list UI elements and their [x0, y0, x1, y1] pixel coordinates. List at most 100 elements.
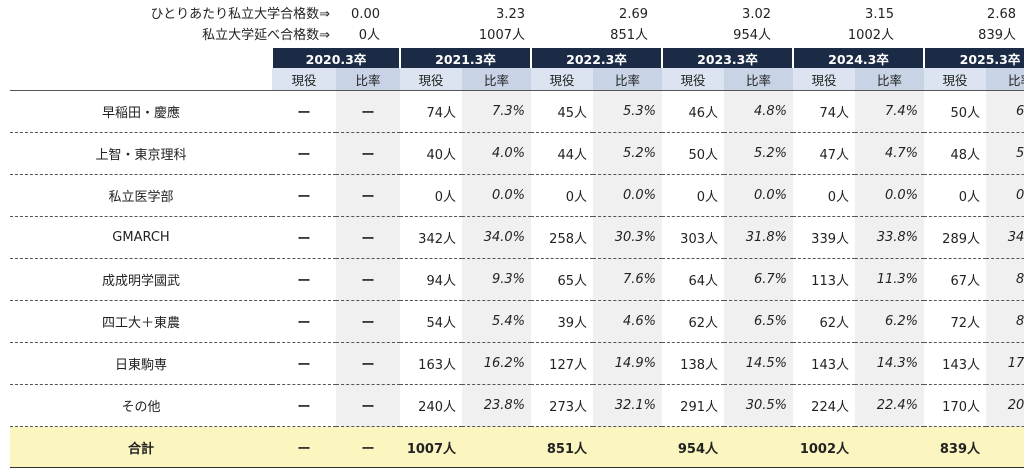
sub-header-current: 現役	[400, 68, 462, 91]
rate-value: 2.68	[987, 7, 1016, 22]
count-value: 1002人	[847, 28, 894, 43]
total-current-cell: 1007人	[400, 426, 462, 468]
rate-label: ひとりあたり私立大学合格数⇒	[150, 7, 330, 22]
row-label: GMARCH	[10, 216, 272, 259]
current-cell: 303人	[662, 216, 724, 259]
row-label: 日東駒専	[10, 342, 272, 385]
rate-value: 3.02	[742, 7, 771, 22]
rate-value: 3.15	[865, 7, 894, 22]
count-value: 839人	[978, 28, 1016, 43]
rate-cell: ー	[336, 90, 400, 133]
rate-cell: ー	[336, 174, 400, 217]
rate-cell: 7.4%	[855, 90, 924, 133]
current-cell: 48人	[924, 132, 986, 175]
current-cell: ー	[272, 90, 336, 133]
table-row: 日東駒専ーー 163人 16.2% 127人 14.9% 138人 14.5% 143人 14.…	[10, 342, 1024, 385]
rate-cell: 5.2%	[724, 132, 793, 175]
row-label: 四工大＋東農	[10, 300, 272, 343]
count-value: 1007人	[478, 28, 525, 43]
current-cell: 113人	[793, 258, 855, 301]
rate-cell: 11.3%	[855, 258, 924, 301]
year-header: 2022.3卒	[530, 48, 662, 68]
current-cell: 291人	[662, 384, 724, 427]
sub-header-rate: 比率	[462, 68, 531, 91]
total-rate-cell	[986, 426, 1024, 468]
rate-cell: ー	[336, 132, 400, 175]
current-cell: ー	[272, 216, 336, 259]
rate-cell: 8.6%	[986, 300, 1024, 343]
current-cell: 0人	[924, 174, 986, 217]
count-value: 851人	[610, 28, 648, 43]
current-cell: 50人	[924, 90, 986, 133]
row-label: 私立医学部	[10, 174, 272, 217]
rate-cell: 0.0%	[724, 174, 793, 217]
current-cell: 45人	[531, 90, 593, 133]
current-cell: 143人	[793, 342, 855, 385]
current-cell: 50人	[662, 132, 724, 175]
count-value: 0人	[358, 28, 380, 43]
rate-cell: 23.8%	[462, 384, 531, 427]
rate-cell: 5.4%	[462, 300, 531, 343]
total-rate-cell: ー	[336, 426, 400, 468]
rate-cell: 7.3%	[462, 90, 531, 133]
current-cell: 44人	[531, 132, 593, 175]
sub-header-current: 現役	[662, 68, 724, 91]
total-rate-cell	[724, 426, 793, 468]
rate-cell: 30.3%	[593, 216, 662, 259]
sub-header-rate: 比率	[593, 68, 662, 91]
rate-cell: ー	[336, 384, 400, 427]
table-body: 早稲田・慶應ーー 74人 7.3% 45人 5.3% 46人 4.8% 74人 7.4% 50人 6…	[10, 90, 1024, 468]
year-header: 2024.3卒	[792, 48, 924, 68]
current-cell: 0人	[793, 174, 855, 217]
table-row: 早稲田・慶應ーー 74人 7.3% 45人 5.3% 46人 4.8% 74人 7.4% 50人 6…	[10, 90, 1024, 133]
rate-cell: 17.0%	[986, 342, 1024, 385]
current-cell: 47人	[793, 132, 855, 175]
current-cell: ー	[272, 384, 336, 427]
rate-cell: 22.4%	[855, 384, 924, 427]
total-rate-cell	[855, 426, 924, 468]
total-label: 合計	[10, 426, 272, 468]
count-label: 私立大学延べ合格数⇒	[202, 28, 330, 43]
rate-cell: ー	[336, 300, 400, 343]
rate-cell: 20.3%	[986, 384, 1024, 427]
current-cell: 0人	[531, 174, 593, 217]
total-row: 合計ーー 1007人 851人 954人 1002人 839人	[10, 426, 1024, 468]
rate-cell: 4.6%	[593, 300, 662, 343]
rate-cell: 4.8%	[724, 90, 793, 133]
rate-cell: 5.2%	[593, 132, 662, 175]
rate-cell: 16.2%	[462, 342, 531, 385]
rate-cell: 14.5%	[724, 342, 793, 385]
row-label: 上智・東京理科	[10, 132, 272, 175]
year-header-row: 2020.3卒 2021.3卒 2022.3卒 2023.3卒 2024.3卒 …	[10, 48, 1024, 68]
sub-header-current: 現役	[793, 68, 855, 91]
rate-cell: 31.8%	[724, 216, 793, 259]
current-cell: 127人	[531, 342, 593, 385]
summary-count-row: 私立大学延べ合格数⇒ 0人 1007人 851人 954人 1002人 839人	[0, 26, 1024, 46]
current-cell: 67人	[924, 258, 986, 301]
current-cell: 143人	[924, 342, 986, 385]
sub-header-current: 現役	[531, 68, 593, 91]
current-cell: ー	[272, 300, 336, 343]
year-header: 2023.3卒	[661, 48, 793, 68]
table-row: 成成明学國武ーー 94人 9.3% 65人 7.6% 64人 6.7% 113人 11.3% 67…	[10, 258, 1024, 301]
sub-header-current: 現役	[924, 68, 986, 91]
rate-cell: 7.6%	[593, 258, 662, 301]
rate-cell: ー	[336, 258, 400, 301]
row-label: 早稲田・慶應	[10, 90, 272, 133]
current-cell: 138人	[662, 342, 724, 385]
table-row: その他ーー 240人 23.8% 273人 32.1% 291人 30.5% 224人 22.4…	[10, 384, 1024, 427]
rate-cell: 0.0%	[593, 174, 662, 217]
total-current-cell: 954人	[662, 426, 724, 468]
rate-cell: 32.1%	[593, 384, 662, 427]
sub-header-row: 現役 比率 現役 比率 現役 比率 現役 比率 現役 比率 現役 比率	[10, 68, 1024, 91]
count-value: 954人	[733, 28, 771, 43]
rate-cell: 34.4%	[986, 216, 1024, 259]
table-row: 四工大＋東農ーー 54人 5.4% 39人 4.6% 62人 6.5% 62人 6.2% 72人 8…	[10, 300, 1024, 343]
current-cell: 0人	[400, 174, 462, 217]
table-row: 上智・東京理科ーー 40人 4.0% 44人 5.2% 50人 5.2% 47人 4.7% 48人…	[10, 132, 1024, 175]
year-header: 2025.3卒	[923, 48, 1024, 68]
total-current-cell: ー	[272, 426, 336, 468]
current-cell: 74人	[793, 90, 855, 133]
summary-rate-row: ひとりあたり私立大学合格数⇒ 0.00 3.23 2.69 3.02 3.15 …	[0, 5, 1024, 25]
